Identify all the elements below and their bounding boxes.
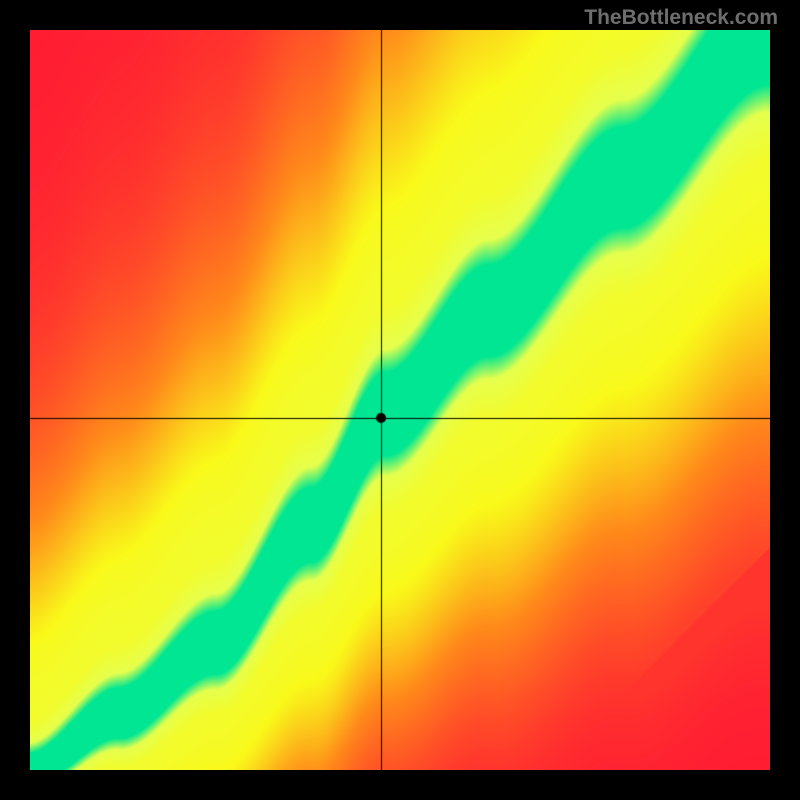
watermark-text: TheBottleneck.com (584, 6, 778, 30)
heatmap-canvas (30, 30, 770, 770)
chart-container: TheBottleneck.com (0, 0, 800, 800)
heatmap-plot (30, 30, 770, 770)
